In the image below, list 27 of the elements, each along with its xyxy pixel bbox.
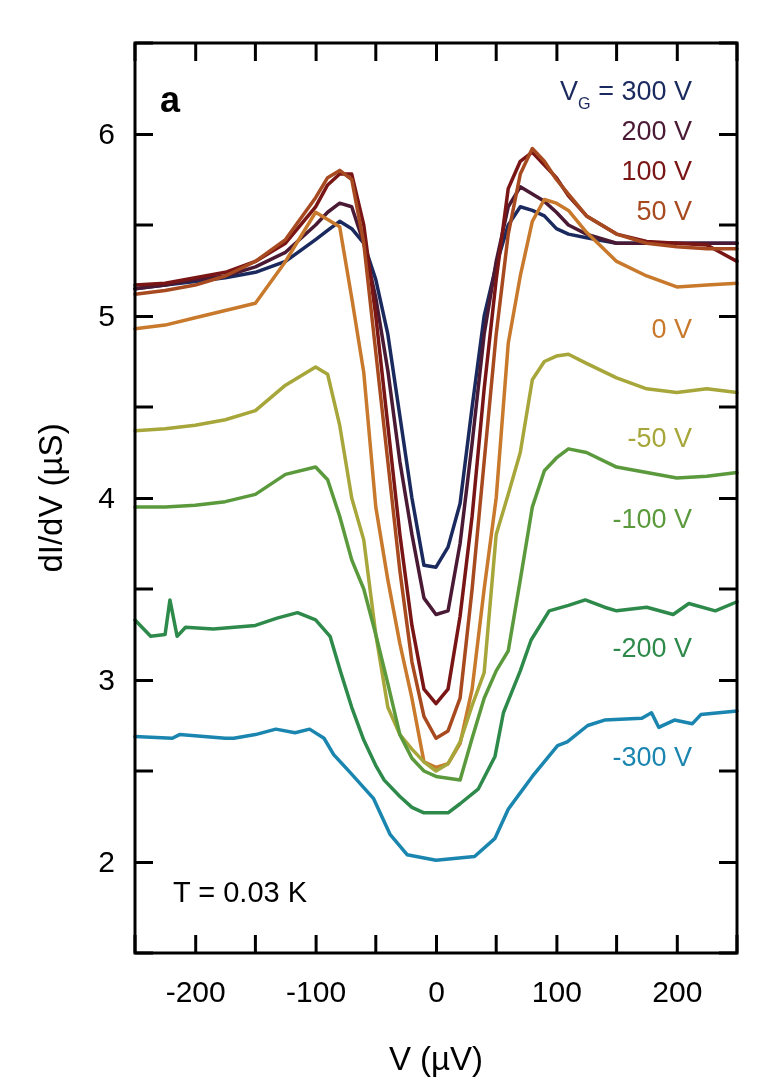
y-tick-label: 4: [98, 481, 115, 515]
line-series: [133, 352, 739, 773]
y-tick-label: 2: [98, 845, 115, 879]
y-axis-title: dI/dV (µS): [32, 423, 69, 573]
x-tick-label: 100: [531, 975, 582, 1009]
x-tick-label: 0: [428, 975, 445, 1009]
text: V$_{G}$ = 300 V: [560, 76, 692, 112]
annotation: T = 0.03 K: [173, 876, 308, 908]
series-label: -50 V: [627, 423, 692, 454]
series-label: 50 V: [636, 196, 692, 226]
line-series: [133, 709, 739, 862]
series-label: 100 V: [621, 156, 692, 186]
y-tick-label: 6: [98, 117, 115, 151]
x-tick-label: -200: [165, 975, 226, 1009]
text: 200 V: [621, 116, 692, 146]
y-tick-label: 3: [98, 663, 115, 697]
series-label: 0 V: [651, 314, 692, 345]
x-tick-label: 200: [652, 975, 703, 1009]
x-tick-label: -100: [286, 975, 347, 1009]
line-series: [133, 598, 739, 815]
series-label: -300 V: [612, 741, 692, 772]
x-axis-title: V (µV): [388, 1040, 484, 1077]
annotation: a: [160, 79, 181, 120]
y-tick-label: 5: [98, 299, 115, 333]
series-label: -100 V: [612, 503, 692, 534]
series-label: -200 V: [612, 632, 692, 663]
line-series: [133, 447, 739, 782]
